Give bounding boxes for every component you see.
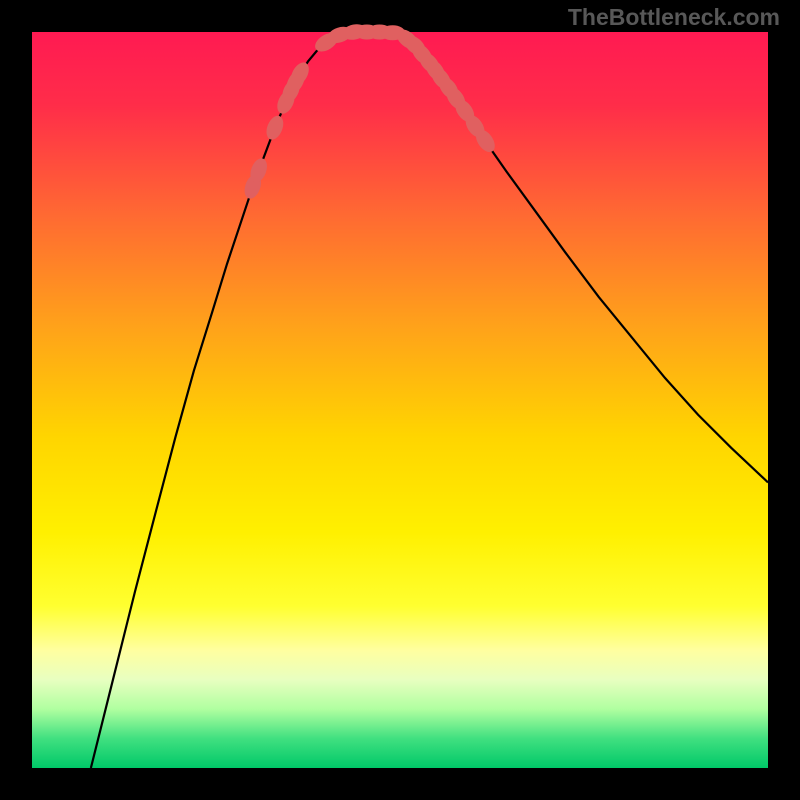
bottleneck-chart-frame: TheBottleneck.com xyxy=(0,0,800,800)
chart-svg xyxy=(0,0,800,800)
watermark-text: TheBottleneck.com xyxy=(568,4,780,31)
plot-background xyxy=(32,32,768,768)
